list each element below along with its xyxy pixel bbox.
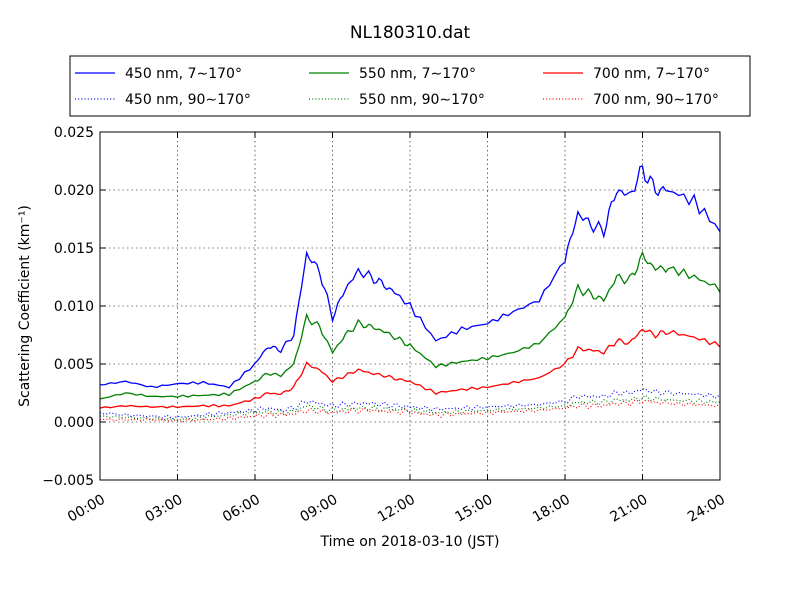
legend-label: 450 nm, 7∼170° (125, 66, 242, 82)
series-group (99, 165, 721, 423)
series-line-2 (99, 250, 721, 400)
grid (100, 132, 720, 480)
series-line-5 (99, 399, 721, 423)
y-tick-label: 0.015 (54, 241, 94, 257)
x-tick-label: 12:00 (375, 492, 418, 526)
x-tick-label: 00:00 (65, 492, 108, 526)
x-tick-label: 18:00 (530, 492, 573, 526)
chart-title: NL180310.dat (350, 23, 471, 43)
legend-frame (69, 55, 751, 117)
series-line-1 (99, 388, 721, 420)
y-tick-label: 0.010 (54, 299, 94, 315)
x-tick-label: 15:00 (453, 492, 496, 526)
y-tick-label: 0.020 (54, 183, 94, 199)
legend: 450 nm, 7∼170° 550 nm, 7∼170° 700 nm, 7∼17… (69, 55, 751, 117)
y-tick-label: 0.025 (54, 125, 94, 141)
y-axis-label: Scattering Coefficient (km⁻¹) (17, 205, 33, 407)
x-tick-label: 06:00 (220, 492, 263, 526)
x-axis-label: Time on 2018-03-10 (JST) (320, 534, 500, 550)
legend-label: 700 nm, 7∼170° (593, 66, 710, 82)
x-tick-label: 09:00 (298, 492, 341, 526)
series-line-4 (99, 328, 721, 409)
y-tick-label: 0.000 (54, 415, 94, 431)
legend-label: 450 nm, 90∼170° (125, 92, 251, 108)
x-tick-label: 03:00 (143, 492, 186, 526)
y-tick-label: −0.005 (42, 473, 94, 489)
legend-label: 550 nm, 7∼170° (359, 66, 476, 82)
ticks: 00:00 03:00 06:00 09:00 12:00 15:00 18:00 21:00… (42, 125, 728, 526)
x-tick-label: 24:00 (685, 492, 728, 526)
y-tick-label: 0.005 (54, 357, 94, 373)
legend-label: 550 nm, 90∼170° (359, 92, 485, 108)
series-line-0 (99, 165, 721, 389)
x-tick-label: 21:00 (608, 492, 651, 526)
legend-label: 700 nm, 90∼170° (593, 92, 719, 108)
